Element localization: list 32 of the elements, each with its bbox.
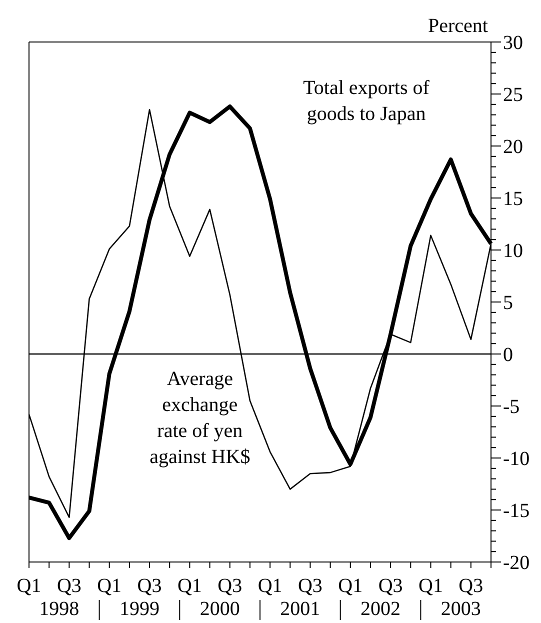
y-tick-label: 10 (503, 240, 523, 262)
y-axis-title: Percent (428, 15, 488, 37)
x-tick-label: Q1 (338, 575, 363, 597)
text: 2003 (440, 598, 481, 620)
y-tick-label: -5 (503, 396, 520, 418)
x-tick-label: Q3 (56, 575, 82, 597)
y-tick-label: -10 (503, 448, 530, 470)
x-tick-label: Q1 (16, 575, 42, 597)
x-tick-label: Q3 (137, 575, 162, 597)
text: 1998 (39, 598, 80, 620)
text: Total exports of goods to Japan (303, 77, 430, 125)
y-tick-label: -20 (503, 552, 530, 574)
y-tick-label: 0 (503, 344, 513, 366)
x-tick-label: Q3 (458, 575, 484, 597)
x-tick-label: Q1 (418, 575, 443, 597)
text: 2000 (200, 598, 240, 620)
x-tick-label: Q1 (97, 575, 122, 597)
y-tick-label: 15 (503, 188, 523, 210)
y-tick-label: 25 (503, 84, 523, 106)
y-tick-label: -15 (503, 500, 530, 522)
x-tick-label: Q1 (258, 575, 282, 597)
y-tick-label: 5 (503, 292, 513, 314)
text: 1999 (119, 598, 160, 620)
y-tick-label: 30 (503, 32, 523, 54)
series-label: Average exchange rate of yen against HK$ (150, 368, 250, 468)
text: 2001 (280, 598, 320, 620)
text: 2002 (360, 598, 401, 620)
x-tick-label: Q3 (298, 575, 322, 597)
x-tick-label: Q3 (218, 575, 242, 597)
y-tick-label: 20 (503, 136, 523, 158)
x-tick-label: Q3 (378, 575, 403, 597)
x-tick-label: Q1 (177, 575, 202, 597)
